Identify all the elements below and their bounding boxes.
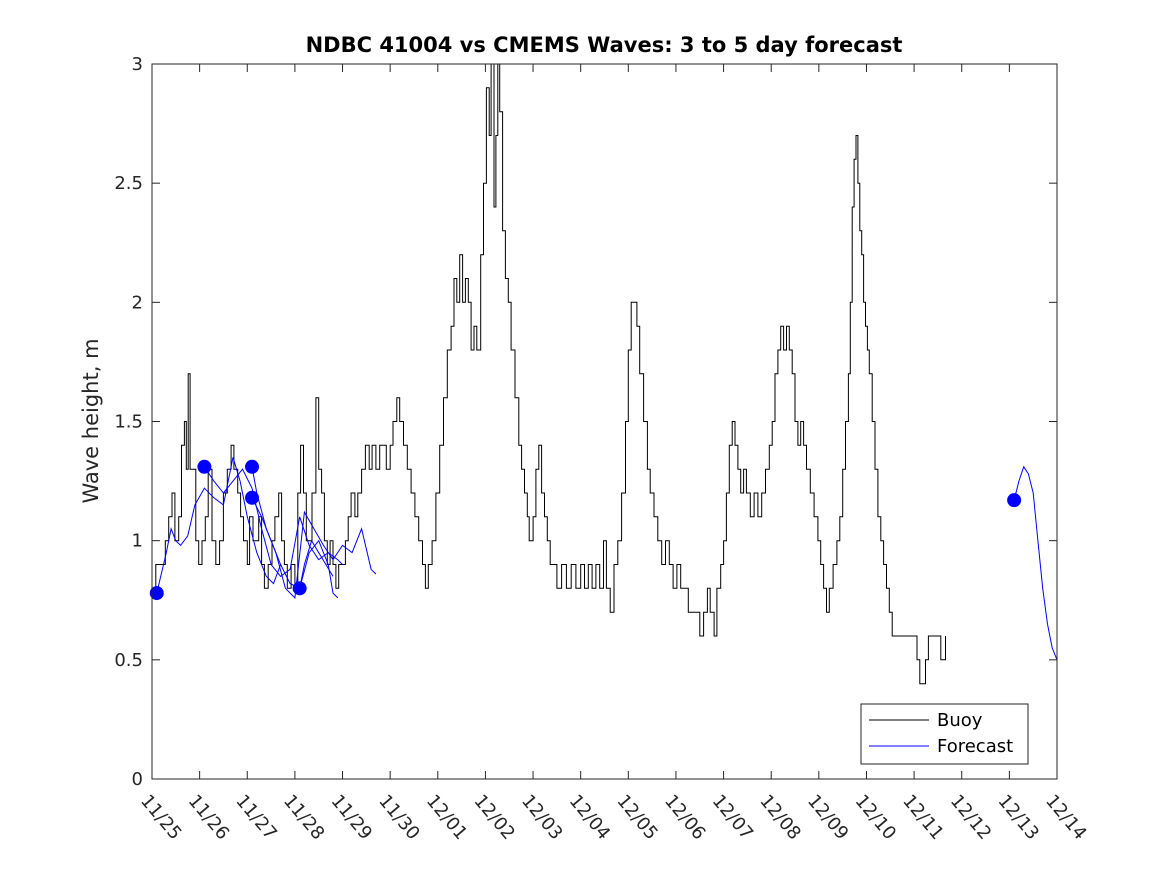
y-tick-label: 3 [132, 54, 143, 75]
plot-area [152, 64, 1057, 779]
forecast-marker-0 [149, 586, 164, 601]
legend: Buoy Forecast [860, 703, 1029, 765]
forecast-marker-5 [1007, 493, 1022, 508]
forecast-marker-3 [245, 490, 260, 505]
series-layer [152, 63, 1057, 685]
legend-forecast-label: Forecast [937, 736, 1013, 757]
y-axis-label: Wave height, m [79, 338, 103, 503]
series-line-forecast-run-5 [299, 539, 334, 589]
y-tick-label: 1 [132, 531, 143, 552]
series-line-forecast-run-2 [203, 466, 343, 578]
y-tick-label: 0.5 [114, 650, 143, 671]
y-tick-label: 0 [132, 769, 143, 790]
forecast-marker-4 [292, 581, 307, 596]
marker-layer [149, 459, 1022, 601]
legend-buoy-label: Buoy [937, 710, 983, 731]
forecast-marker-2 [245, 459, 260, 474]
chart-title: NDBC 41004 vs CMEMS Waves: 3 to 5 day fo… [306, 33, 903, 57]
forecast-marker-1 [197, 459, 212, 474]
series-line-buoy [152, 63, 946, 685]
y-tick-label: 2 [132, 292, 143, 313]
y-tick-label: 1.5 [114, 412, 143, 433]
y-tick-label: 2.5 [114, 173, 143, 194]
series-line-forecast-run-6 [1013, 465, 1057, 660]
series-line-forecast-run-1 [156, 457, 282, 594]
legend-box [860, 703, 1029, 765]
y-ticks: 0 0.5 1 1.5 2 2.5 3 [114, 54, 1057, 790]
